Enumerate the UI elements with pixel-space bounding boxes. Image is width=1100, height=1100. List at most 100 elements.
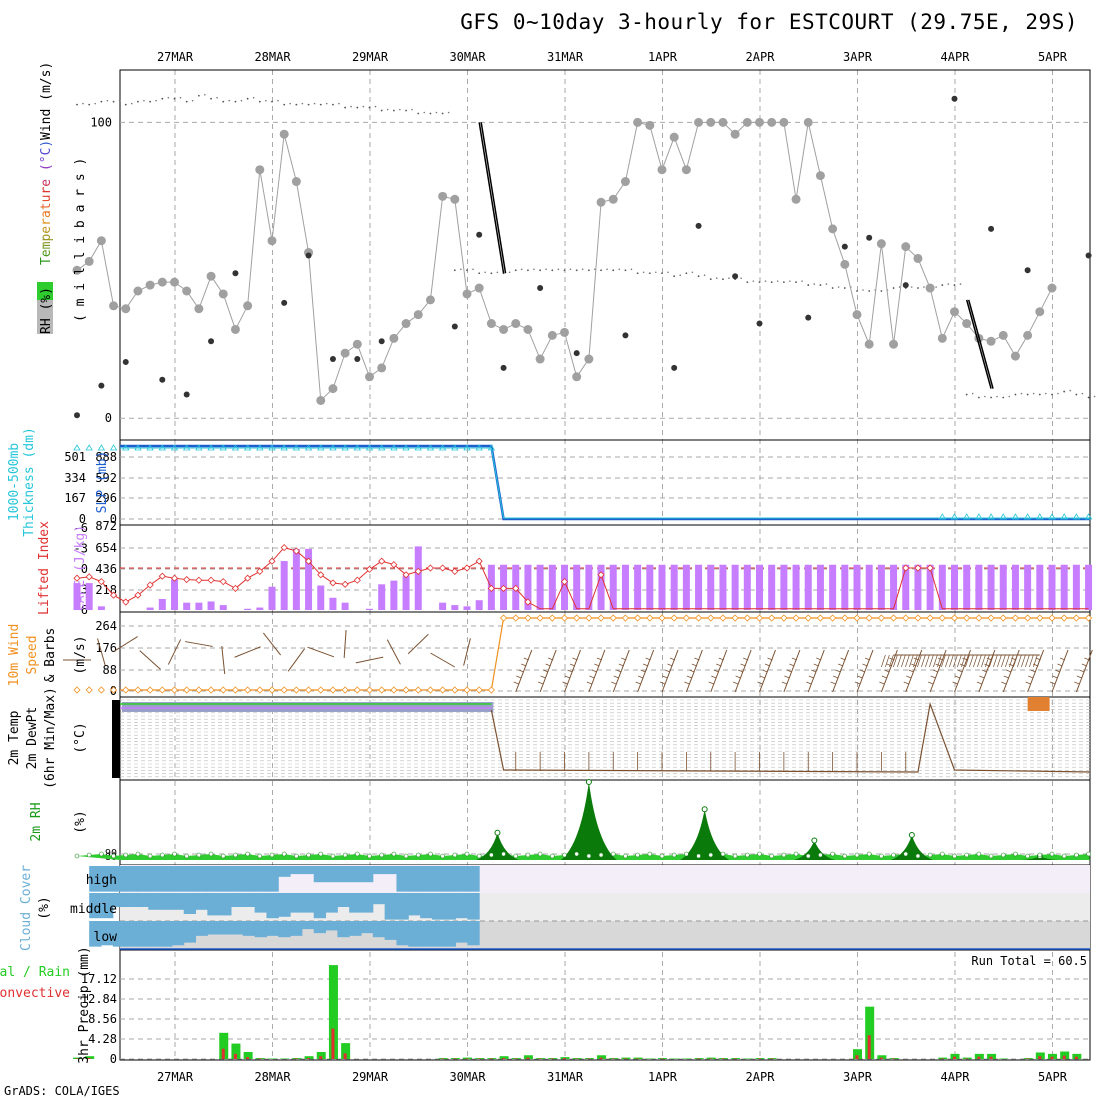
li-marker: [597, 571, 605, 579]
wind-barb: [897, 654, 902, 668]
rh2m-marker: [586, 853, 592, 859]
y-axis-label-minmax: (6hr Min/Max): [43, 687, 58, 789]
wind-dot: [453, 269, 456, 272]
panel-frame-precip: [119, 949, 1091, 1061]
rh-point: [864, 339, 874, 349]
wind-speed-marker: [804, 614, 812, 622]
cape-bar: [451, 605, 459, 610]
wind-dot: [892, 287, 895, 289]
wind-barb: [343, 629, 347, 659]
y-axis-label-percent: (%): [73, 810, 88, 833]
wind-barb-flag: [981, 669, 988, 673]
wind-tick-label: 264: [95, 619, 117, 633]
rh-point: [121, 304, 131, 314]
wind-barb-flag: [635, 681, 641, 685]
thickness-marker: [231, 444, 240, 451]
wind-speed-marker: [536, 614, 544, 622]
precip-tick-label: 17.12: [81, 972, 117, 986]
wind-speed-marker: [560, 614, 569, 622]
wind-dot: [953, 284, 956, 286]
wind-barb-flag: [567, 669, 573, 673]
wind-speed-marker: [85, 686, 93, 694]
cloud-middle-bar: [278, 893, 291, 917]
rh-point: [499, 324, 509, 334]
wind-barb-flag: [521, 663, 527, 667]
wind-barb-flag: [742, 657, 749, 661]
wind-barb-flag: [1057, 663, 1063, 667]
x-tick-label-bottom: 4APR: [941, 1070, 971, 1084]
x-tick-label-top: 28MAR: [254, 50, 291, 64]
wind-barb-flag: [611, 681, 617, 685]
wind-barb: [783, 649, 801, 693]
cloud-high-bar: [266, 866, 279, 892]
wind-speed-marker: [548, 614, 556, 622]
wind-speed-marker: [694, 614, 703, 622]
footer-credit: GrADS: COLA/IGES: [4, 1084, 120, 1098]
thickness-marker: [451, 444, 459, 451]
cape-bar: [146, 607, 154, 610]
wind-barb-flag: [562, 681, 568, 685]
temp-point: [281, 299, 288, 306]
wind-speed-marker: [475, 686, 483, 694]
cloud-low-bar: [325, 921, 338, 931]
wind-barb-flag: [621, 657, 627, 661]
wind-dot: [277, 99, 279, 102]
wind-dot: [191, 99, 194, 102]
rh-point: [474, 283, 484, 293]
wind-speed-marker: [950, 614, 959, 622]
wind-drop-line: [480, 122, 507, 274]
wind-dot: [380, 109, 383, 112]
wind-barb: [463, 638, 471, 666]
cloud-low-bar: [89, 921, 102, 947]
cloud-high-bar: [171, 866, 185, 892]
cloud-low-bar: [301, 921, 315, 930]
wind-barb-flag: [537, 681, 544, 685]
wind-speed-marker: [646, 614, 654, 622]
cloud-low-bar: [361, 921, 374, 934]
thickness-tick-label: 167: [64, 491, 86, 505]
cloud-high-bar: [124, 866, 137, 892]
wind-barb-flag: [545, 663, 551, 667]
wind-dot: [1038, 393, 1041, 396]
rh2m-marker: [184, 853, 189, 859]
rh2m-marker: [879, 853, 884, 859]
thickness-marker: [158, 444, 167, 451]
wind-speed-marker: [889, 614, 898, 622]
wind-dot: [1008, 395, 1011, 398]
rh-point: [852, 310, 862, 320]
li-marker: [451, 567, 459, 575]
thickness-marker: [97, 444, 106, 451]
cloud-middle-bar: [443, 893, 457, 920]
wind-barb: [993, 654, 998, 668]
y-axis-label-precip: 3hr Precip (mm): [77, 946, 92, 1063]
wind-barb-flag: [979, 675, 985, 679]
li-tick-label: -6: [74, 521, 88, 535]
thickness-marker: [109, 444, 118, 451]
wind-dot: [941, 284, 944, 286]
rh-point: [413, 310, 423, 320]
rh2m-marker: [842, 853, 848, 859]
rh2m-peak: [475, 832, 519, 860]
cape-bar: [171, 579, 178, 610]
wind-dot: [112, 100, 115, 103]
thickness-marker: [122, 444, 130, 451]
li-marker: [378, 557, 386, 565]
wind-barb-flag: [884, 669, 890, 673]
wind-speed-marker: [195, 686, 203, 694]
wind-barb-flag: [759, 675, 766, 679]
li-marker: [109, 591, 118, 599]
cloud-high-bar: [337, 866, 350, 883]
rh-point: [352, 339, 362, 349]
wind-dot: [819, 284, 822, 286]
wind-speed-marker: [329, 686, 337, 694]
rh-point: [1047, 283, 1057, 293]
precip-convective-bar: [343, 1053, 347, 1059]
wind-barb-flag: [669, 657, 676, 661]
li-tick-label: 0: [81, 562, 88, 576]
wind-barb-flag: [662, 675, 668, 679]
rh2m-marker: [598, 852, 604, 858]
rh2m-marker: [245, 851, 250, 857]
wind-barb: [1005, 654, 1010, 668]
rh-point: [145, 280, 155, 290]
cloud-high-bar: [89, 866, 102, 892]
